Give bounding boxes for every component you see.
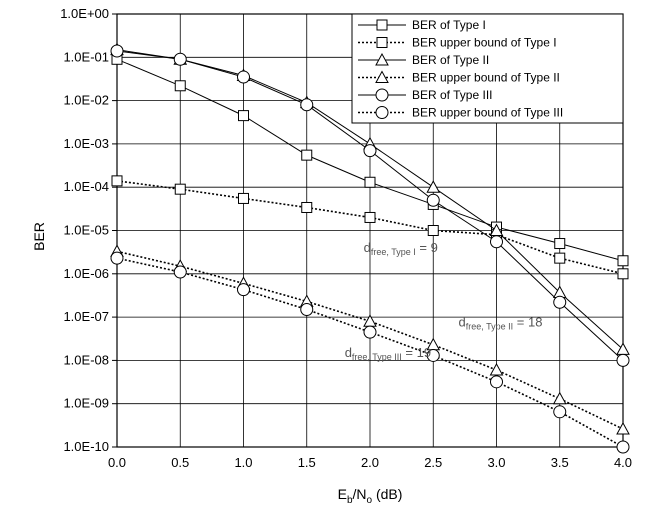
x-tick-label: 1.5 <box>298 455 316 470</box>
series-group <box>110 42 630 454</box>
data-point <box>617 268 629 280</box>
legend-marker <box>376 37 388 48</box>
series-2 <box>111 175 629 280</box>
data-point <box>616 440 630 454</box>
data-point <box>364 211 376 223</box>
x-tick-label: 4.0 <box>614 455 632 470</box>
data-point <box>301 149 313 161</box>
annotation-main: d <box>345 345 352 360</box>
legend-label: BER of Type I <box>412 18 486 32</box>
annotation-main: d <box>364 240 371 255</box>
legend-label: BER upper bound of Type III <box>412 106 563 120</box>
x-axis-title-sub1: b <box>347 495 353 506</box>
legend-marker <box>375 70 389 83</box>
y-tick-label: 1.0E-02 <box>63 93 109 108</box>
data-point <box>363 325 377 339</box>
annotation-value: = 9 <box>416 240 438 255</box>
y-tick-label: 1.0E-01 <box>63 49 109 64</box>
data-point <box>489 362 504 376</box>
x-axis: 0.0 0.5 1.0 1.5 2.0 2.5 3.0 3.5 4.0 <box>108 455 632 470</box>
y-axis-title: BER <box>31 222 47 251</box>
data-point <box>300 302 314 316</box>
x-axis-title-sep: /N <box>353 486 367 502</box>
legend-box <box>351 13 624 124</box>
legend-marker <box>376 19 388 31</box>
data-point <box>363 144 377 158</box>
x-axis-title: Eb/No (dB) <box>338 486 403 506</box>
series-5 <box>110 44 630 367</box>
x-axis-title-unit: (dB) <box>372 486 402 502</box>
legend-label: BER upper bound of Type II <box>412 71 560 85</box>
annotation-main: d <box>459 315 466 330</box>
x-tick-label: 3.0 <box>487 455 505 470</box>
y-tick-label: 1.0E-09 <box>63 396 109 411</box>
data-point <box>490 235 503 249</box>
y-axis: 1.0E-10 1.0E-09 1.0E-08 1.0E-07 1.0E-06 1.0E-… <box>60 6 117 454</box>
y-tick-label: 1.0E-03 <box>63 136 109 151</box>
data-point <box>173 265 187 279</box>
y-tick-label: 1.0E+00 <box>60 6 109 21</box>
data-point <box>238 192 249 204</box>
data-point <box>427 225 439 236</box>
annotation-sub: free, Type II <box>466 322 513 332</box>
legend-label: BER of Type III <box>412 88 492 102</box>
annotation-dfree: dfree, Type III = 19 <box>345 345 431 362</box>
series-6 <box>110 251 630 454</box>
series-line <box>116 250 624 430</box>
legend-label: BER of Type II <box>412 53 489 67</box>
data-point <box>552 391 567 405</box>
data-point <box>237 283 250 297</box>
series-line <box>116 180 624 275</box>
y-tick-label: 1.0E-10 <box>63 439 109 454</box>
annotation-value: = 18 <box>513 315 542 330</box>
legend-marker <box>375 106 389 119</box>
annotation-sub: free, Type III <box>352 352 402 362</box>
data-point <box>617 255 629 267</box>
data-point <box>237 70 250 84</box>
y-tick-label: 1.0E-04 <box>63 179 109 194</box>
legend-marker <box>375 88 389 102</box>
data-point <box>616 353 630 367</box>
legend-label: BER upper bound of Type I <box>412 36 557 50</box>
x-axis-title-sub2: o <box>367 495 373 506</box>
x-tick-label: 3.5 <box>551 455 569 470</box>
x-tick-label: 2.0 <box>361 455 379 470</box>
data-point <box>616 421 630 435</box>
data-point <box>554 238 566 250</box>
y-tick-label: 1.0E-06 <box>63 266 109 281</box>
x-tick-label: 1.0 <box>234 455 252 470</box>
data-point <box>111 175 123 187</box>
x-tick-label: 0.0 <box>108 455 126 470</box>
y-tick-label: 1.0E-05 <box>63 223 109 238</box>
data-point <box>238 110 249 122</box>
legend: BER of Type I BER upper bound of Type I BE… <box>351 13 624 124</box>
y-tick-label: 1.0E-08 <box>63 352 109 367</box>
x-tick-label: 0.5 <box>171 455 189 470</box>
data-point <box>174 183 186 195</box>
data-point <box>490 375 503 389</box>
annotation-dfree: dfree, Type II = 18 <box>459 315 543 332</box>
data-point <box>554 252 566 264</box>
x-tick-label: 2.5 <box>424 455 442 470</box>
data-point <box>553 295 567 309</box>
annotation-sub: free, Type I <box>371 247 416 257</box>
data-point <box>426 193 440 207</box>
y-tick-label: 1.0E-07 <box>63 309 109 324</box>
annotation-value: = 19 <box>402 345 431 360</box>
data-point <box>300 98 314 112</box>
data-point <box>110 44 124 58</box>
data-point <box>426 180 441 193</box>
data-point <box>110 251 124 265</box>
data-point <box>301 201 313 213</box>
x-axis-title-main: E <box>338 486 347 502</box>
legend-marker <box>375 52 389 66</box>
data-point <box>553 405 567 419</box>
data-point <box>174 80 186 92</box>
annotation-dfree: dfree, Type I = 9 <box>364 240 438 257</box>
data-point <box>173 52 187 66</box>
data-point <box>426 348 440 362</box>
data-point <box>364 176 376 188</box>
